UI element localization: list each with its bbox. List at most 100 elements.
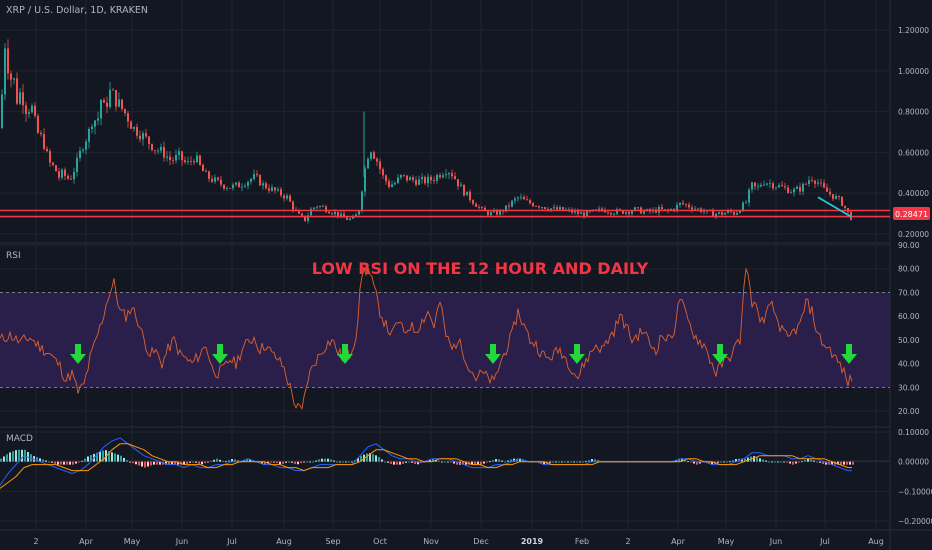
annotation-text[interactable]: LOW RSI ON THE 12 HOUR AND DAILY <box>312 259 649 278</box>
candle-body <box>745 202 747 204</box>
histogram-bar <box>216 458 218 462</box>
down-arrow-icon <box>569 344 585 364</box>
histogram-bar <box>438 460 440 462</box>
candle-body <box>109 89 111 107</box>
histogram-bar <box>684 460 686 462</box>
histogram-bar <box>771 461 773 463</box>
candle-body <box>442 175 444 178</box>
axis-tick-label: 1.00000 <box>898 67 929 76</box>
histogram-bar <box>267 461 269 464</box>
candle-body <box>283 195 285 199</box>
time-axis-label: Jun <box>175 537 189 546</box>
candle-body <box>769 183 771 185</box>
histogram-bar <box>504 461 506 463</box>
candle-body <box>475 203 477 207</box>
histogram-bar <box>228 460 230 462</box>
trend-line[interactable] <box>817 196 852 218</box>
candle-body <box>712 210 714 217</box>
candle-body <box>55 165 57 172</box>
candle-body <box>190 161 192 162</box>
histogram-bar <box>393 461 395 465</box>
candle-body <box>175 155 177 161</box>
histogram-bar <box>234 459 236 462</box>
histogram-bar <box>573 461 575 463</box>
histogram-bar <box>453 461 455 464</box>
histogram-bar <box>798 461 800 463</box>
histogram-bar <box>111 452 113 462</box>
candle-body <box>427 176 429 184</box>
candle-body <box>460 184 462 187</box>
histogram-bar <box>774 461 776 463</box>
candle-body <box>172 159 174 161</box>
candle-body <box>274 187 276 191</box>
candle-body <box>433 180 435 182</box>
candle-body <box>4 48 6 95</box>
down-arrow-icon <box>212 344 228 364</box>
candle-body <box>319 205 321 207</box>
candle-body <box>343 213 345 218</box>
histogram-bar <box>60 461 62 465</box>
axis-tick-label: 60.00 <box>898 312 920 321</box>
candle-body <box>43 134 45 149</box>
candle-body <box>811 180 813 182</box>
candle-body <box>16 78 18 104</box>
candle-body <box>58 171 60 178</box>
candle-body <box>379 161 381 170</box>
histogram-bar <box>129 461 131 463</box>
candle-body <box>694 208 696 210</box>
candle-body <box>439 175 441 178</box>
histogram-bar <box>75 461 77 464</box>
time-axis-label: 2019 <box>521 537 544 546</box>
candle-body <box>457 179 459 187</box>
candle-body <box>487 211 489 216</box>
candle-body <box>823 182 825 188</box>
histogram-bar <box>42 459 44 462</box>
candle-body <box>286 195 288 199</box>
candle-body <box>661 206 663 210</box>
candle-body <box>154 150 156 151</box>
candle-body <box>724 212 726 215</box>
histogram-bar <box>729 461 731 463</box>
candle-body <box>214 177 216 182</box>
candle-body <box>484 207 486 212</box>
histogram-bar <box>765 460 767 462</box>
candle-body <box>424 177 426 184</box>
histogram-bar <box>441 461 443 463</box>
histogram-bar <box>825 461 827 465</box>
histogram-bar <box>114 453 116 462</box>
candle-body <box>229 188 231 189</box>
candle-body <box>685 204 687 205</box>
histogram-bar <box>225 461 227 463</box>
candle-body <box>664 209 666 211</box>
time-axis-label: Oct <box>373 537 387 546</box>
histogram-bar <box>759 458 761 462</box>
candle-body <box>817 182 819 184</box>
candle-body <box>628 212 630 214</box>
histogram-bar <box>237 460 239 462</box>
histogram-bar <box>222 460 224 462</box>
histogram-bar <box>120 455 122 462</box>
candle-body <box>598 208 600 210</box>
histogram-bar <box>420 461 422 464</box>
histogram-bar <box>570 461 572 463</box>
axis-tick-label: 80.00 <box>898 265 920 274</box>
histogram-bar <box>852 461 854 465</box>
histogram-bar <box>294 461 296 464</box>
candle-body <box>61 169 63 178</box>
candle-body <box>775 187 777 189</box>
rsi-overbought-oversold-band <box>0 292 890 388</box>
candle-body <box>844 205 846 209</box>
candle-body <box>211 178 213 182</box>
histogram-bar <box>543 461 545 465</box>
histogram-bar <box>429 459 431 462</box>
histogram-bar <box>687 461 689 463</box>
candle-body <box>619 209 621 211</box>
histogram-bar <box>846 461 848 465</box>
candle-body <box>742 202 744 212</box>
candle-body <box>289 195 291 202</box>
histogram-bar <box>747 457 749 462</box>
candle-body <box>181 151 183 161</box>
axis-tick-label: 40.00 <box>898 360 920 369</box>
histogram-bar <box>849 461 851 465</box>
